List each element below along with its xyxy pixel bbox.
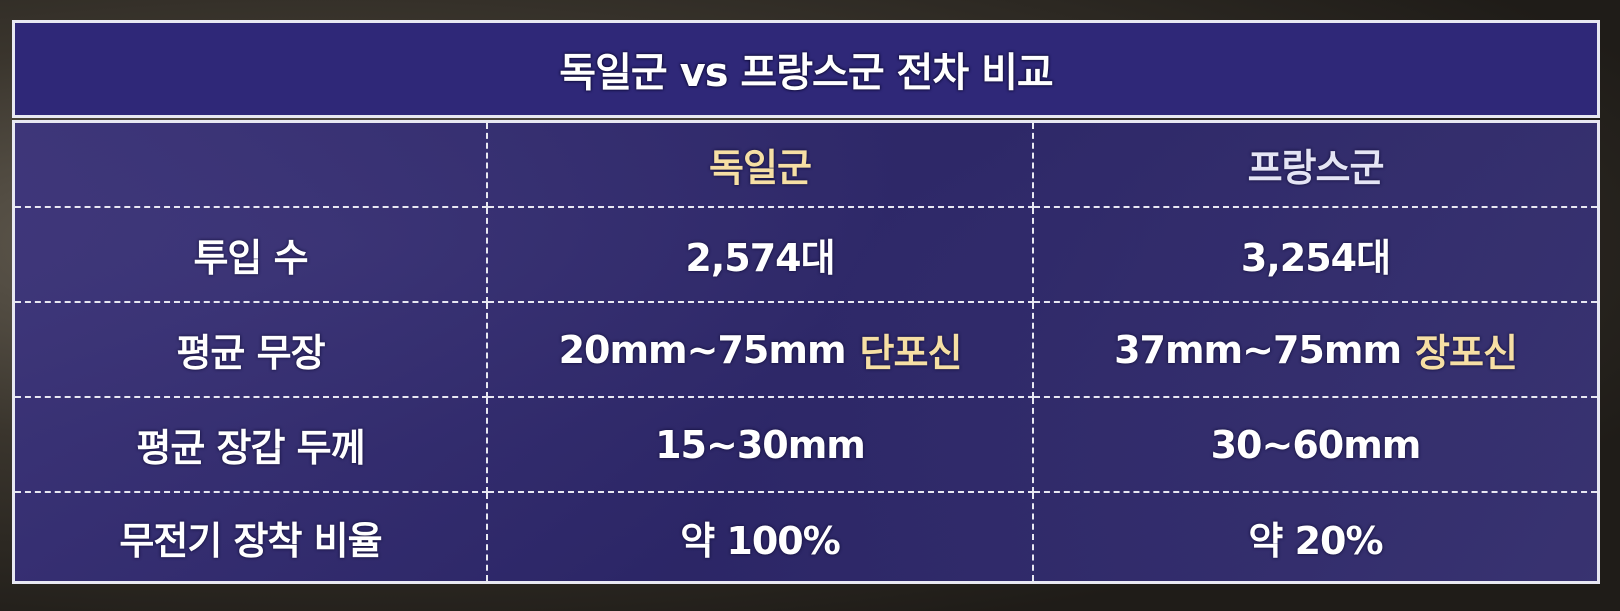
french-value: 3,254대 xyxy=(1034,208,1597,303)
german-armament: 20mm~75mm xyxy=(558,327,847,372)
french-value: 약 20% xyxy=(1248,518,1383,563)
french-value: 30~60mm xyxy=(1034,398,1597,493)
comparison-table: 독일군 프랑스군 투입 수 2,574대 3,254대 평균 무장 20mm~7… xyxy=(12,120,1600,584)
german-value: 약 100% xyxy=(488,493,1034,581)
french-armament: 37mm~75mm xyxy=(1114,327,1402,372)
french-value: 37mm~75mm 장포신 xyxy=(1034,303,1597,398)
french-barrel-note: 장포신 xyxy=(1415,331,1518,375)
header-empty xyxy=(15,123,488,208)
german-value: 2,574대 xyxy=(488,208,1034,303)
german-value: 15~30mm xyxy=(488,398,1034,493)
header-french: 프랑스군 xyxy=(1034,123,1597,208)
german-barrel-note: 단포신 xyxy=(859,331,963,375)
german-value: 20mm~75mm 단포신 xyxy=(488,303,1034,398)
row-label: 평균 무장 xyxy=(15,303,488,398)
page-title: 독일군 vs 프랑스군 전차 비교 xyxy=(559,50,1053,96)
row-label: 무전기 장착 비율 xyxy=(15,493,488,581)
header-german: 독일군 xyxy=(488,123,1034,208)
row-label: 투입 수 xyxy=(15,208,488,303)
title-bar: 독일군 vs 프랑스군 전차 비교 xyxy=(12,20,1600,118)
row-label: 평균 장갑 두께 xyxy=(15,398,488,493)
